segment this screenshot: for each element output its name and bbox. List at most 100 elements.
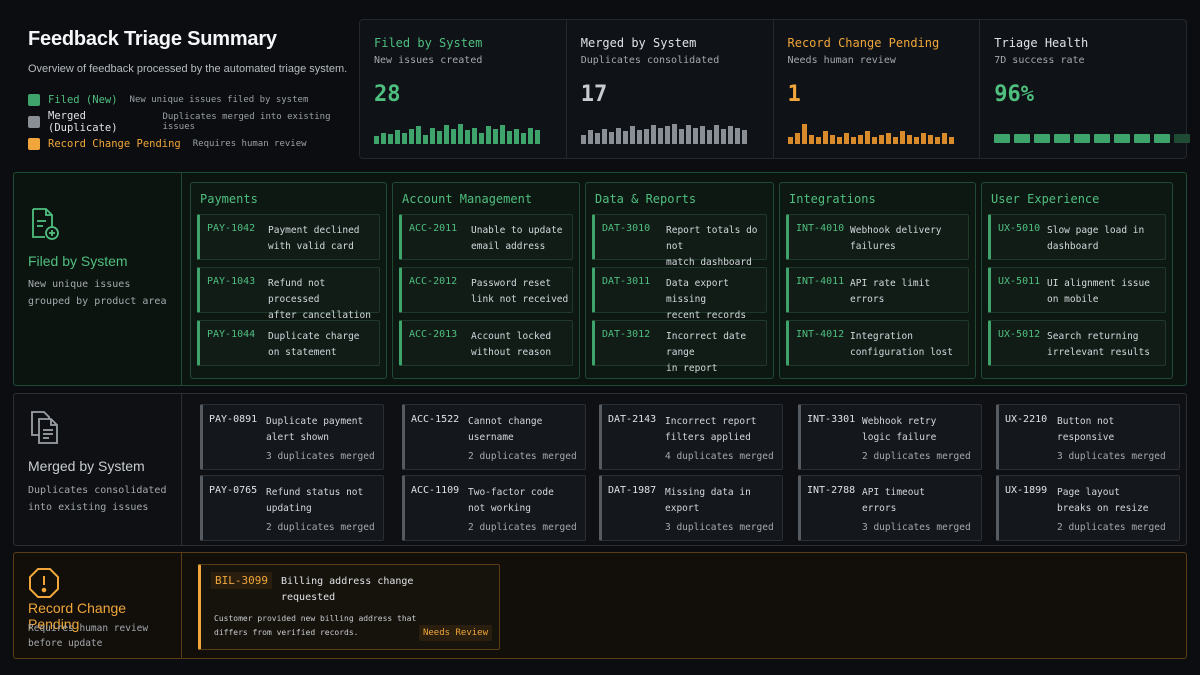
pending-card[interactable]: BIL-3099 Billing address change requeste… xyxy=(198,564,500,650)
health-segment xyxy=(1054,134,1071,143)
spark-bar xyxy=(713,125,719,144)
issue-title: Button not responsive xyxy=(1057,414,1175,446)
stat-value: 1 xyxy=(787,82,801,107)
spark-bar xyxy=(615,128,621,144)
issue-title-line: Unable to update xyxy=(471,225,563,236)
merged-issue-card[interactable]: PAY-0765 Refund status not updating 2 dupli… xyxy=(200,475,384,541)
issue-title-line: Account locked xyxy=(471,331,552,342)
issue-title-line: Slow page load in xyxy=(1047,225,1145,236)
issue-title-line: updating xyxy=(266,503,312,514)
issue-card[interactable]: PAY-1042 Payment declined with valid card xyxy=(197,214,380,260)
stat-merged[interactable]: Merged by System Duplicates consolidated… xyxy=(567,20,774,158)
issue-id: INT-4011 xyxy=(796,276,845,287)
issue-card[interactable]: ACC-2013 Account locked without reason xyxy=(399,320,573,366)
spark-bar xyxy=(608,132,614,144)
spark-bar xyxy=(601,129,607,144)
spark-bar xyxy=(850,137,856,144)
copy-files-icon xyxy=(28,409,64,449)
issue-id: ACC-1522 xyxy=(411,414,460,425)
legend-label: Record Change Pending xyxy=(48,138,181,150)
issue-title-line: Data export missing xyxy=(666,278,729,305)
merged-side: Merged by System Duplicates consolidated… xyxy=(14,394,182,545)
merged-issue-card[interactable]: DAT-2143 Incorrect report filters applied 4… xyxy=(599,404,783,470)
issue-card[interactable]: UX-5012 Search returning irrelevant result… xyxy=(988,320,1166,366)
issue-desc: Customer provided new billing address th… xyxy=(214,612,434,640)
spark-bar xyxy=(727,126,733,144)
needs-review-badge[interactable]: Needs Review xyxy=(418,625,492,641)
merged-issue-card[interactable]: UX-1899 Page layout breaks on resize 2 dupl… xyxy=(996,475,1180,541)
summary-header: Feedback Triage Summary Overview of feed… xyxy=(28,28,348,155)
legend-desc: New unique issues filed by system xyxy=(129,95,309,105)
issue-card[interactable]: INT-4011 API rate limit errors xyxy=(786,267,969,313)
issue-title-line: filters applied xyxy=(665,432,751,443)
pending-desc: Requires human review before update xyxy=(28,623,149,649)
spark-bar xyxy=(486,126,491,144)
issue-card[interactable]: PAY-1044 Duplicate charge on statement xyxy=(197,320,380,366)
issue-id: INT-4010 xyxy=(796,223,845,234)
legend-label: Merged (Duplicate) xyxy=(48,110,118,134)
spark-bar xyxy=(927,135,933,144)
issue-card[interactable]: DAT-3010 Report totals do not match dashbo… xyxy=(592,214,767,268)
merged-issue-card[interactable]: PAY-0891 Duplicate payment alert shown 3 du… xyxy=(200,404,384,470)
spark-bar xyxy=(706,130,712,144)
issue-card[interactable]: INT-4012 Integration configuration lost xyxy=(786,320,969,366)
issue-id: DAT-2143 xyxy=(608,414,657,425)
spark-bar xyxy=(381,133,386,144)
merged-issue-card[interactable]: DAT-1987 Missing data in export 3 duplicate… xyxy=(599,475,783,541)
issue-card[interactable]: PAY-1043 Refund not processed after cancel… xyxy=(197,267,380,321)
spark-bar xyxy=(479,133,484,144)
issue-title-line: after cancellation xyxy=(268,310,371,321)
stat-health[interactable]: Triage Health 7D success rate 96% xyxy=(980,20,1191,158)
duplicate-count: 2 duplicates merged xyxy=(1057,522,1166,533)
sparkline-merged xyxy=(580,122,747,144)
spark-bar xyxy=(920,133,926,144)
issue-card[interactable]: DAT-3012 Incorrect date range in report xyxy=(592,320,767,374)
merged-issue-card[interactable]: ACC-1109 Two-factor code not working 2 dupl… xyxy=(402,475,586,541)
issue-title-line: Button not xyxy=(1057,416,1115,427)
issue-title-line: email address xyxy=(471,241,546,252)
spark-bar xyxy=(423,135,428,144)
spark-bar xyxy=(374,136,379,144)
issue-title-line: errors xyxy=(850,294,885,305)
issue-id: ACC-1109 xyxy=(411,485,460,496)
issue-title-line: Refund not processed xyxy=(268,278,326,305)
stat-title: Filed by System xyxy=(374,36,483,50)
page-subtitle: Overview of feedback processed by the au… xyxy=(28,63,348,75)
spark-bar xyxy=(416,126,421,144)
issue-id: ACC-2012 xyxy=(409,276,458,287)
merged-issue-card[interactable]: UX-2210 Button not responsive 3 duplicates … xyxy=(996,404,1180,470)
issue-title: Missing data in export xyxy=(665,485,783,517)
issue-title-line: requested xyxy=(281,592,336,603)
issue-title: API rate limit errors xyxy=(850,276,930,308)
stat-pending[interactable]: Record Change Pending Needs human review… xyxy=(774,20,981,158)
merged-issue-card[interactable]: INT-2788 API timeout errors 3 duplicates me… xyxy=(798,475,982,541)
spark-bar xyxy=(472,128,477,144)
spark-bar xyxy=(521,133,526,144)
issue-card[interactable]: UX-5010 Slow page load in dashboard xyxy=(988,214,1166,260)
duplicate-count: 3 duplicates merged xyxy=(862,522,971,533)
health-segment xyxy=(1094,134,1111,143)
issue-title-line: dashboard xyxy=(1047,241,1099,252)
product-area-column: User Experience UX-5010 Slow page load in d… xyxy=(981,182,1173,379)
spark-bar xyxy=(458,124,463,144)
merged-issue-card[interactable]: INT-3301 Webhook retry logic failure 2 dupl… xyxy=(798,404,982,470)
issue-title: Integration configuration lost xyxy=(850,329,953,361)
issue-title: Search returning irrelevant results xyxy=(1047,329,1150,361)
stat-value: 17 xyxy=(580,82,608,107)
spark-bar xyxy=(815,137,821,144)
stat-value: 96% xyxy=(994,82,1034,107)
spark-bar xyxy=(629,126,635,144)
issue-card[interactable]: DAT-3011 Data export missing recent record… xyxy=(592,267,767,321)
duplicate-count: 2 duplicates merged xyxy=(468,451,577,462)
stat-subtitle: Needs human review xyxy=(787,55,896,66)
issue-card[interactable]: INT-4010 Webhook delivery failures xyxy=(786,214,969,260)
issue-card[interactable]: ACC-2011 Unable to update email address xyxy=(399,214,573,260)
issue-title: Billing address change requested xyxy=(281,574,421,606)
stat-filed[interactable]: Filed by System New issues created 28 xyxy=(360,20,567,158)
legend-item-pending: Record Change Pending Requires human rev… xyxy=(28,133,348,155)
merged-issue-card[interactable]: ACC-1522 Cannot change username 2 duplicate… xyxy=(402,404,586,470)
product-area-column: Integrations INT-4010 Webhook delivery fail… xyxy=(779,182,976,379)
issue-card[interactable]: ACC-2012 Password reset link not received xyxy=(399,267,573,313)
stat-title: Record Change Pending xyxy=(787,36,940,50)
issue-card[interactable]: UX-5011 UI alignment issue on mobile xyxy=(988,267,1166,313)
